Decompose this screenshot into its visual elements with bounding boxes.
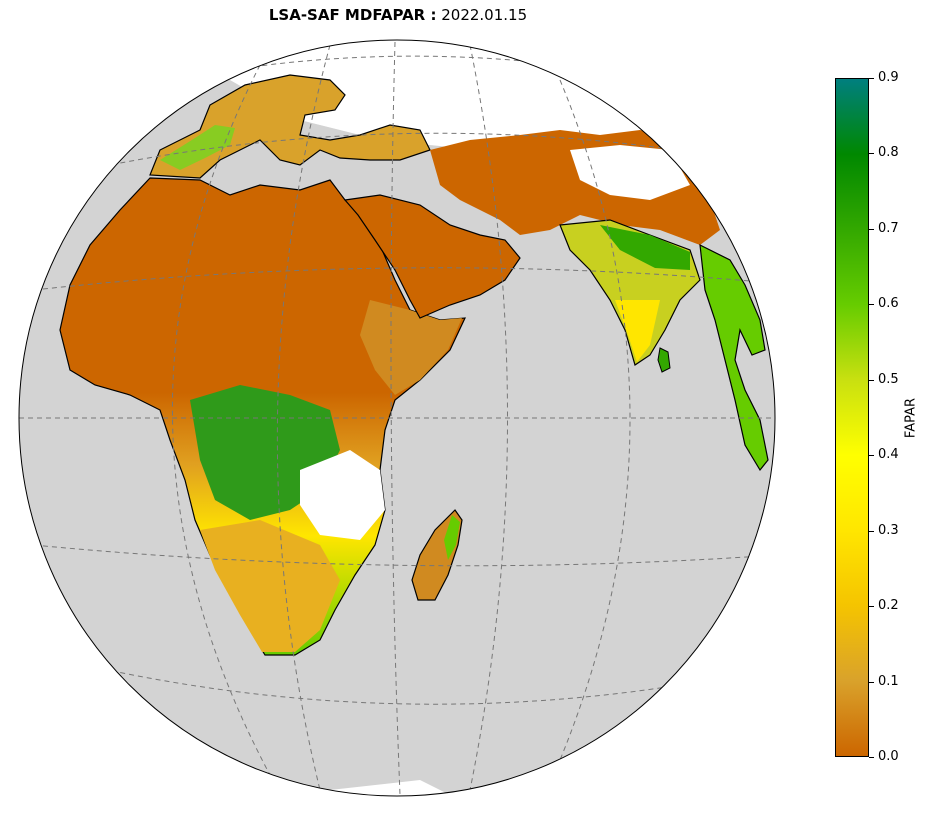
meridian-2 bbox=[276, 44, 331, 791]
product-name: LSA-SAF MDFAPAR : bbox=[268, 6, 437, 24]
india-south bbox=[615, 300, 660, 362]
colorbar-tick bbox=[869, 455, 874, 457]
gridlines bbox=[19, 41, 775, 796]
horn-africa bbox=[360, 300, 462, 395]
colorbar-tick-label: 0.5 bbox=[878, 371, 899, 387]
meridian-4 bbox=[469, 44, 508, 791]
southern-africa bbox=[200, 520, 340, 652]
colorbar-tick bbox=[869, 681, 874, 683]
colorbar-label: FAPAR bbox=[903, 397, 919, 439]
colorbar-tick-label: 0.3 bbox=[878, 522, 899, 538]
product-date: 2022.01.15 bbox=[441, 6, 528, 24]
india-green bbox=[600, 225, 690, 270]
colorbar-tick bbox=[869, 228, 874, 230]
colorbar-tick-label: 0.8 bbox=[878, 145, 899, 161]
europe-green bbox=[160, 125, 235, 170]
colorbar-tick-label: 0.2 bbox=[878, 598, 899, 614]
parallel-south-2 bbox=[84, 664, 711, 705]
colorbar-tick bbox=[869, 153, 874, 155]
colorbar-tick bbox=[869, 78, 874, 79]
colorbar-tick bbox=[869, 606, 874, 608]
meridian-5 bbox=[559, 79, 631, 761]
asia-white bbox=[570, 145, 690, 200]
parallel-south-1 bbox=[33, 544, 763, 567]
east-africa-white bbox=[300, 450, 385, 540]
parallel-north-1 bbox=[33, 267, 763, 291]
colorbar-tick-label: 0.6 bbox=[878, 296, 899, 312]
globe-outline bbox=[18, 39, 776, 797]
colorbar-tick bbox=[869, 757, 874, 758]
map-title: LSA-SAF MDFAPAR : 2022.01.15 bbox=[0, 6, 796, 24]
colorbar-tick-label: 0.4 bbox=[878, 447, 899, 463]
meridian-1 bbox=[172, 64, 271, 776]
colorbar-tick bbox=[869, 304, 874, 306]
colorbar-tick-label: 0.0 bbox=[878, 749, 899, 764]
colorbar-tick-label: 0.1 bbox=[878, 673, 899, 689]
colorbar-tick bbox=[869, 379, 874, 381]
arabia bbox=[343, 194, 521, 319]
colorbar-tick bbox=[869, 530, 874, 532]
southeast-asia bbox=[699, 243, 769, 472]
madagascar-green bbox=[444, 515, 460, 560]
europe bbox=[149, 74, 431, 179]
sri-lanka bbox=[657, 347, 671, 373]
colorbar bbox=[835, 78, 869, 757]
colorbar-tick-label: 0.7 bbox=[878, 220, 899, 236]
colorbar-tick-label: 0.9 bbox=[878, 70, 899, 85]
